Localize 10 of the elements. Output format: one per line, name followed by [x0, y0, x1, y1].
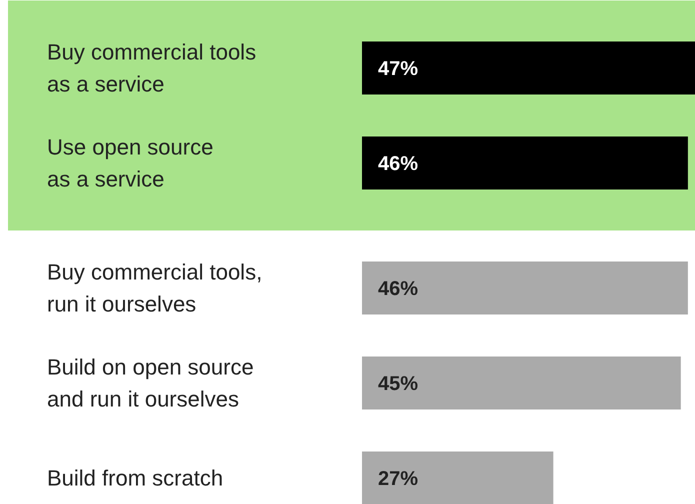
y-tick-label: Buy commercial tools as a service — [47, 40, 256, 97]
y-tick-label: Build on open source and run it ourselves — [47, 354, 254, 412]
data-label: 45% — [378, 373, 418, 395]
data-label: 46% — [378, 278, 418, 300]
y-tick-label: Buy commercial tools, run it ourselves — [47, 260, 262, 317]
data-label: 47% — [378, 58, 418, 80]
data-label: 46% — [378, 153, 418, 175]
data-label: 27% — [378, 468, 418, 490]
y-tick-label: Build from scratch — [47, 466, 224, 491]
y-tick-label: Use open source as a service — [47, 134, 214, 192]
